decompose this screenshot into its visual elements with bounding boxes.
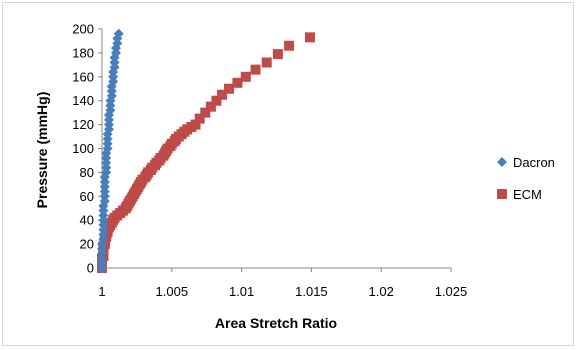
- y-tick-label: 40: [80, 213, 94, 228]
- data-point-ecm: [284, 40, 295, 51]
- y-tick-label: 160: [72, 69, 94, 84]
- data-point-ecm: [250, 64, 261, 75]
- y-ticks: 0 20 40 60 80 100 120 140 160 180 200: [72, 22, 102, 276]
- x-axis-title: Area Stretch Ratio: [215, 315, 337, 331]
- y-tick-label: 100: [72, 141, 94, 156]
- x-tick-label: 1.01: [229, 284, 254, 299]
- y-tick-label: 20: [80, 237, 94, 252]
- legend: Dacron ECM: [497, 155, 555, 202]
- x-tick-label: 1.005: [156, 284, 189, 299]
- legend-marker-dacron: [497, 157, 507, 167]
- data-point-ecm: [211, 95, 222, 106]
- legend-label-ecm: ECM: [513, 187, 542, 202]
- x-ticks: 1 1.005 1.01 1.015 1.02 1.025: [98, 268, 467, 299]
- axes: [101, 29, 451, 269]
- y-tick-label: 180: [72, 45, 94, 60]
- x-tick-label: 1: [98, 284, 105, 299]
- data-point-ecm: [205, 101, 216, 112]
- x-tick-label: 1.025: [435, 284, 468, 299]
- data-point-dacron: [113, 28, 124, 39]
- y-tick-label: 140: [72, 93, 94, 108]
- data-point-ecm: [224, 83, 235, 94]
- chart-frame: [2, 2, 574, 346]
- data-point-ecm: [305, 32, 316, 43]
- y-tick-label: 120: [72, 117, 94, 132]
- data-point-ecm: [232, 77, 243, 88]
- data-point-ecm: [200, 107, 211, 118]
- data-point-ecm: [272, 49, 283, 60]
- y-tick-label: 0: [87, 261, 94, 276]
- data-point-ecm: [217, 89, 228, 100]
- data-point-ecm: [194, 113, 205, 124]
- y-tick-label: 200: [72, 22, 94, 37]
- data-points: [97, 28, 316, 273]
- legend-marker-ecm: [497, 189, 507, 199]
- y-axis-title: Pressure (mmHg): [34, 92, 50, 209]
- x-tick-label: 1.015: [295, 284, 328, 299]
- data-point-ecm: [190, 119, 201, 130]
- data-point-ecm: [240, 71, 251, 82]
- y-tick-label: 60: [80, 189, 94, 204]
- y-tick-label: 80: [80, 165, 94, 180]
- x-tick-label: 1.02: [369, 284, 394, 299]
- data-point-ecm: [261, 57, 272, 68]
- legend-label-dacron: Dacron: [513, 155, 555, 170]
